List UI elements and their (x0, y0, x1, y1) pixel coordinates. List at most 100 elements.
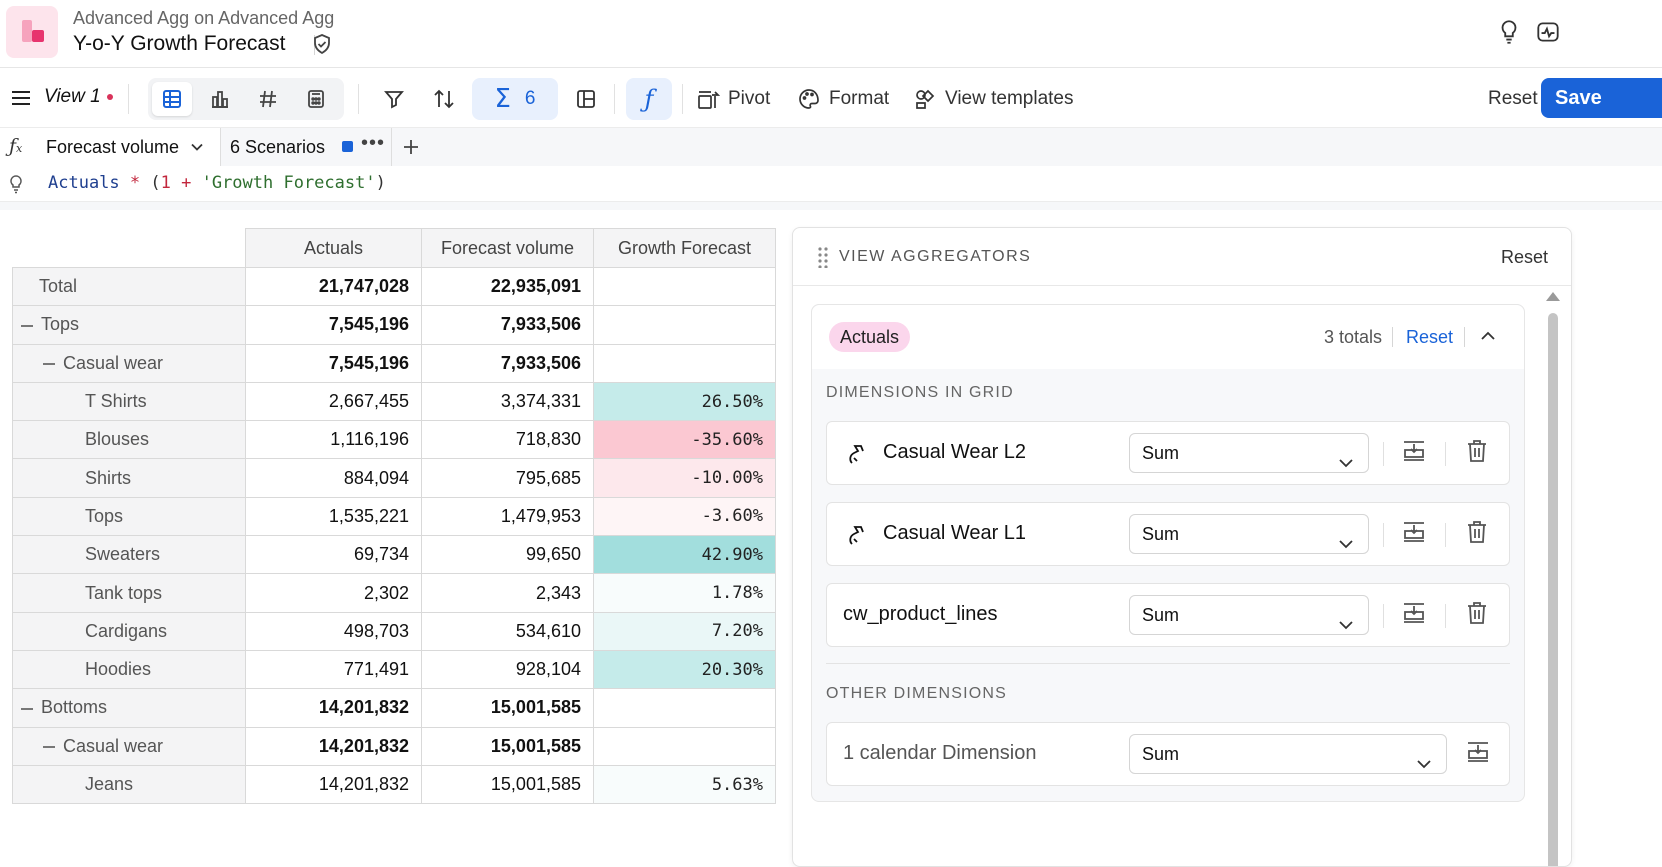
trash-icon[interactable] (1465, 600, 1489, 631)
row-header[interactable]: T Shirts (12, 381, 246, 422)
aggregation-select[interactable]: Sum (1129, 734, 1447, 774)
add-tab-icon[interactable] (402, 138, 420, 161)
cell-growth[interactable] (593, 343, 776, 383)
cell-actuals[interactable]: 14,201,832 (245, 764, 422, 805)
number-view-button[interactable] (248, 82, 288, 116)
cell-forecast[interactable]: 3,374,331 (421, 381, 594, 422)
menu-icon[interactable] (10, 88, 32, 113)
move-dimension-icon[interactable] (1401, 600, 1427, 631)
cell-forecast[interactable]: 99,650 (421, 535, 594, 575)
column-header-growth-forecast[interactable]: Growth Forecast (593, 228, 776, 268)
chart-view-button[interactable] (200, 82, 240, 116)
cell-forecast[interactable]: 1,479,953 (421, 496, 594, 537)
scenarios-tab[interactable]: 6 Scenarios (230, 137, 326, 157)
panel-reset-button[interactable]: Reset (1501, 247, 1549, 267)
collapse-icon[interactable] (21, 324, 33, 327)
cell-forecast[interactable]: 15,001,585 (421, 726, 594, 766)
cell-growth[interactable] (593, 266, 776, 307)
cell-growth[interactable]: 20.30% (593, 649, 776, 690)
cell-forecast[interactable]: 2,343 (421, 573, 594, 613)
chevron-up-icon[interactable] (1480, 329, 1496, 348)
view-selector[interactable]: View 1 (44, 86, 113, 108)
cell-actuals[interactable]: 2,667,455 (245, 381, 422, 422)
trash-icon[interactable] (1465, 438, 1489, 469)
cell-growth[interactable] (593, 305, 776, 345)
cell-growth[interactable]: 42.90% (593, 535, 776, 575)
cell-actuals[interactable]: 7,545,196 (245, 343, 422, 383)
cell-growth[interactable]: 7.20% (593, 611, 776, 651)
trash-icon[interactable] (1465, 519, 1489, 550)
calculator-view-button[interactable] (296, 82, 336, 116)
row-header[interactable]: Jeans (12, 764, 246, 805)
breadcrumb[interactable]: Advanced Agg on Advanced Agg (73, 8, 335, 28)
chevron-down-icon[interactable] (190, 140, 204, 159)
card-reset-link[interactable]: Reset (1406, 327, 1454, 347)
grid-view-button[interactable] (152, 82, 192, 116)
cell-actuals[interactable]: 1,535,221 (245, 496, 422, 537)
aggregation-select[interactable]: Sum (1129, 595, 1369, 635)
cell-actuals[interactable]: 14,201,832 (245, 688, 422, 728)
view-templates-button[interactable]: View templates (913, 78, 1074, 120)
cell-forecast[interactable]: 22,935,091 (421, 266, 594, 307)
sort-button[interactable] (426, 78, 462, 120)
row-header[interactable]: Tops (12, 496, 246, 537)
row-header[interactable]: Hoodies (12, 649, 246, 690)
cell-growth[interactable]: -35.60% (593, 420, 776, 460)
cell-actuals[interactable]: 69,734 (245, 535, 422, 575)
format-button[interactable]: Format (797, 78, 889, 120)
cell-growth[interactable]: 1.78% (593, 573, 776, 613)
drag-handle-icon[interactable] (817, 246, 829, 273)
collapse-icon[interactable] (43, 362, 55, 365)
cell-growth[interactable]: -3.60% (593, 496, 776, 537)
move-dimension-icon[interactable] (1401, 519, 1427, 550)
cell-forecast[interactable]: 795,685 (421, 458, 594, 498)
layout-button[interactable] (568, 78, 604, 120)
cell-actuals[interactable]: 498,703 (245, 611, 422, 651)
cell-growth[interactable]: 26.50% (593, 381, 776, 422)
collapse-icon[interactable] (21, 707, 33, 710)
cell-forecast[interactable]: 534,610 (421, 611, 594, 651)
cell-forecast[interactable]: 718,830 (421, 420, 594, 460)
hint-lightbulb-icon[interactable] (8, 174, 24, 199)
row-header-expandable[interactable]: Casual wear (12, 343, 246, 383)
formula-tab-label[interactable]: Forecast volume (46, 137, 180, 157)
app-logo[interactable] (6, 6, 58, 58)
page-title[interactable]: Y-o-Y Growth Forecast (73, 32, 286, 55)
cell-actuals[interactable]: 1,116,196 (245, 420, 422, 460)
row-header[interactable]: Blouses (12, 420, 246, 460)
row-header-expandable[interactable]: Bottoms (12, 688, 246, 728)
aggregation-select[interactable]: Sum (1129, 433, 1369, 473)
formula-button[interactable]: ƒ (626, 78, 672, 120)
column-header-forecast-volume[interactable]: Forecast volume (421, 228, 594, 268)
verified-shield-icon[interactable] (310, 32, 334, 61)
cell-forecast[interactable]: 928,104 (421, 649, 594, 690)
cell-growth[interactable]: 5.63% (593, 764, 776, 805)
formula-text[interactable]: Actuals * (1 + 'Growth Forecast') (48, 173, 386, 193)
collapse-icon[interactable] (43, 745, 55, 748)
formula-tab-active[interactable] (0, 128, 220, 166)
cell-growth[interactable] (593, 726, 776, 766)
row-header[interactable]: Total (12, 266, 246, 307)
cell-growth[interactable] (593, 688, 776, 728)
totals-button[interactable]: Σ 6 (472, 78, 558, 120)
row-header[interactable]: Cardigans (12, 611, 246, 651)
move-dimension-icon[interactable] (1401, 438, 1427, 469)
save-button[interactable]: Save (1541, 78, 1662, 118)
cell-actuals[interactable]: 14,201,832 (245, 726, 422, 766)
cell-actuals[interactable]: 21,747,028 (245, 266, 422, 307)
scroll-up-arrow[interactable] (1546, 292, 1560, 301)
cell-actuals[interactable]: 7,545,196 (245, 305, 422, 345)
formula-bar[interactable]: Actuals * (1 + 'Growth Forecast') (0, 166, 1662, 202)
cell-actuals[interactable]: 771,491 (245, 649, 422, 690)
scrollbar-thumb[interactable] (1548, 313, 1558, 866)
filter-button[interactable] (376, 78, 412, 120)
more-options-icon[interactable]: ••• (361, 132, 386, 154)
lightbulb-icon[interactable] (1496, 18, 1522, 46)
cell-forecast[interactable]: 7,933,506 (421, 305, 594, 345)
row-header[interactable]: Sweaters (12, 535, 246, 575)
row-header[interactable]: Tank tops (12, 573, 246, 613)
cell-actuals[interactable]: 2,302 (245, 573, 422, 613)
pivot-button[interactable]: Pivot (696, 78, 770, 120)
aggregation-select[interactable]: Sum (1129, 514, 1369, 554)
move-dimension-icon[interactable] (1465, 739, 1491, 770)
